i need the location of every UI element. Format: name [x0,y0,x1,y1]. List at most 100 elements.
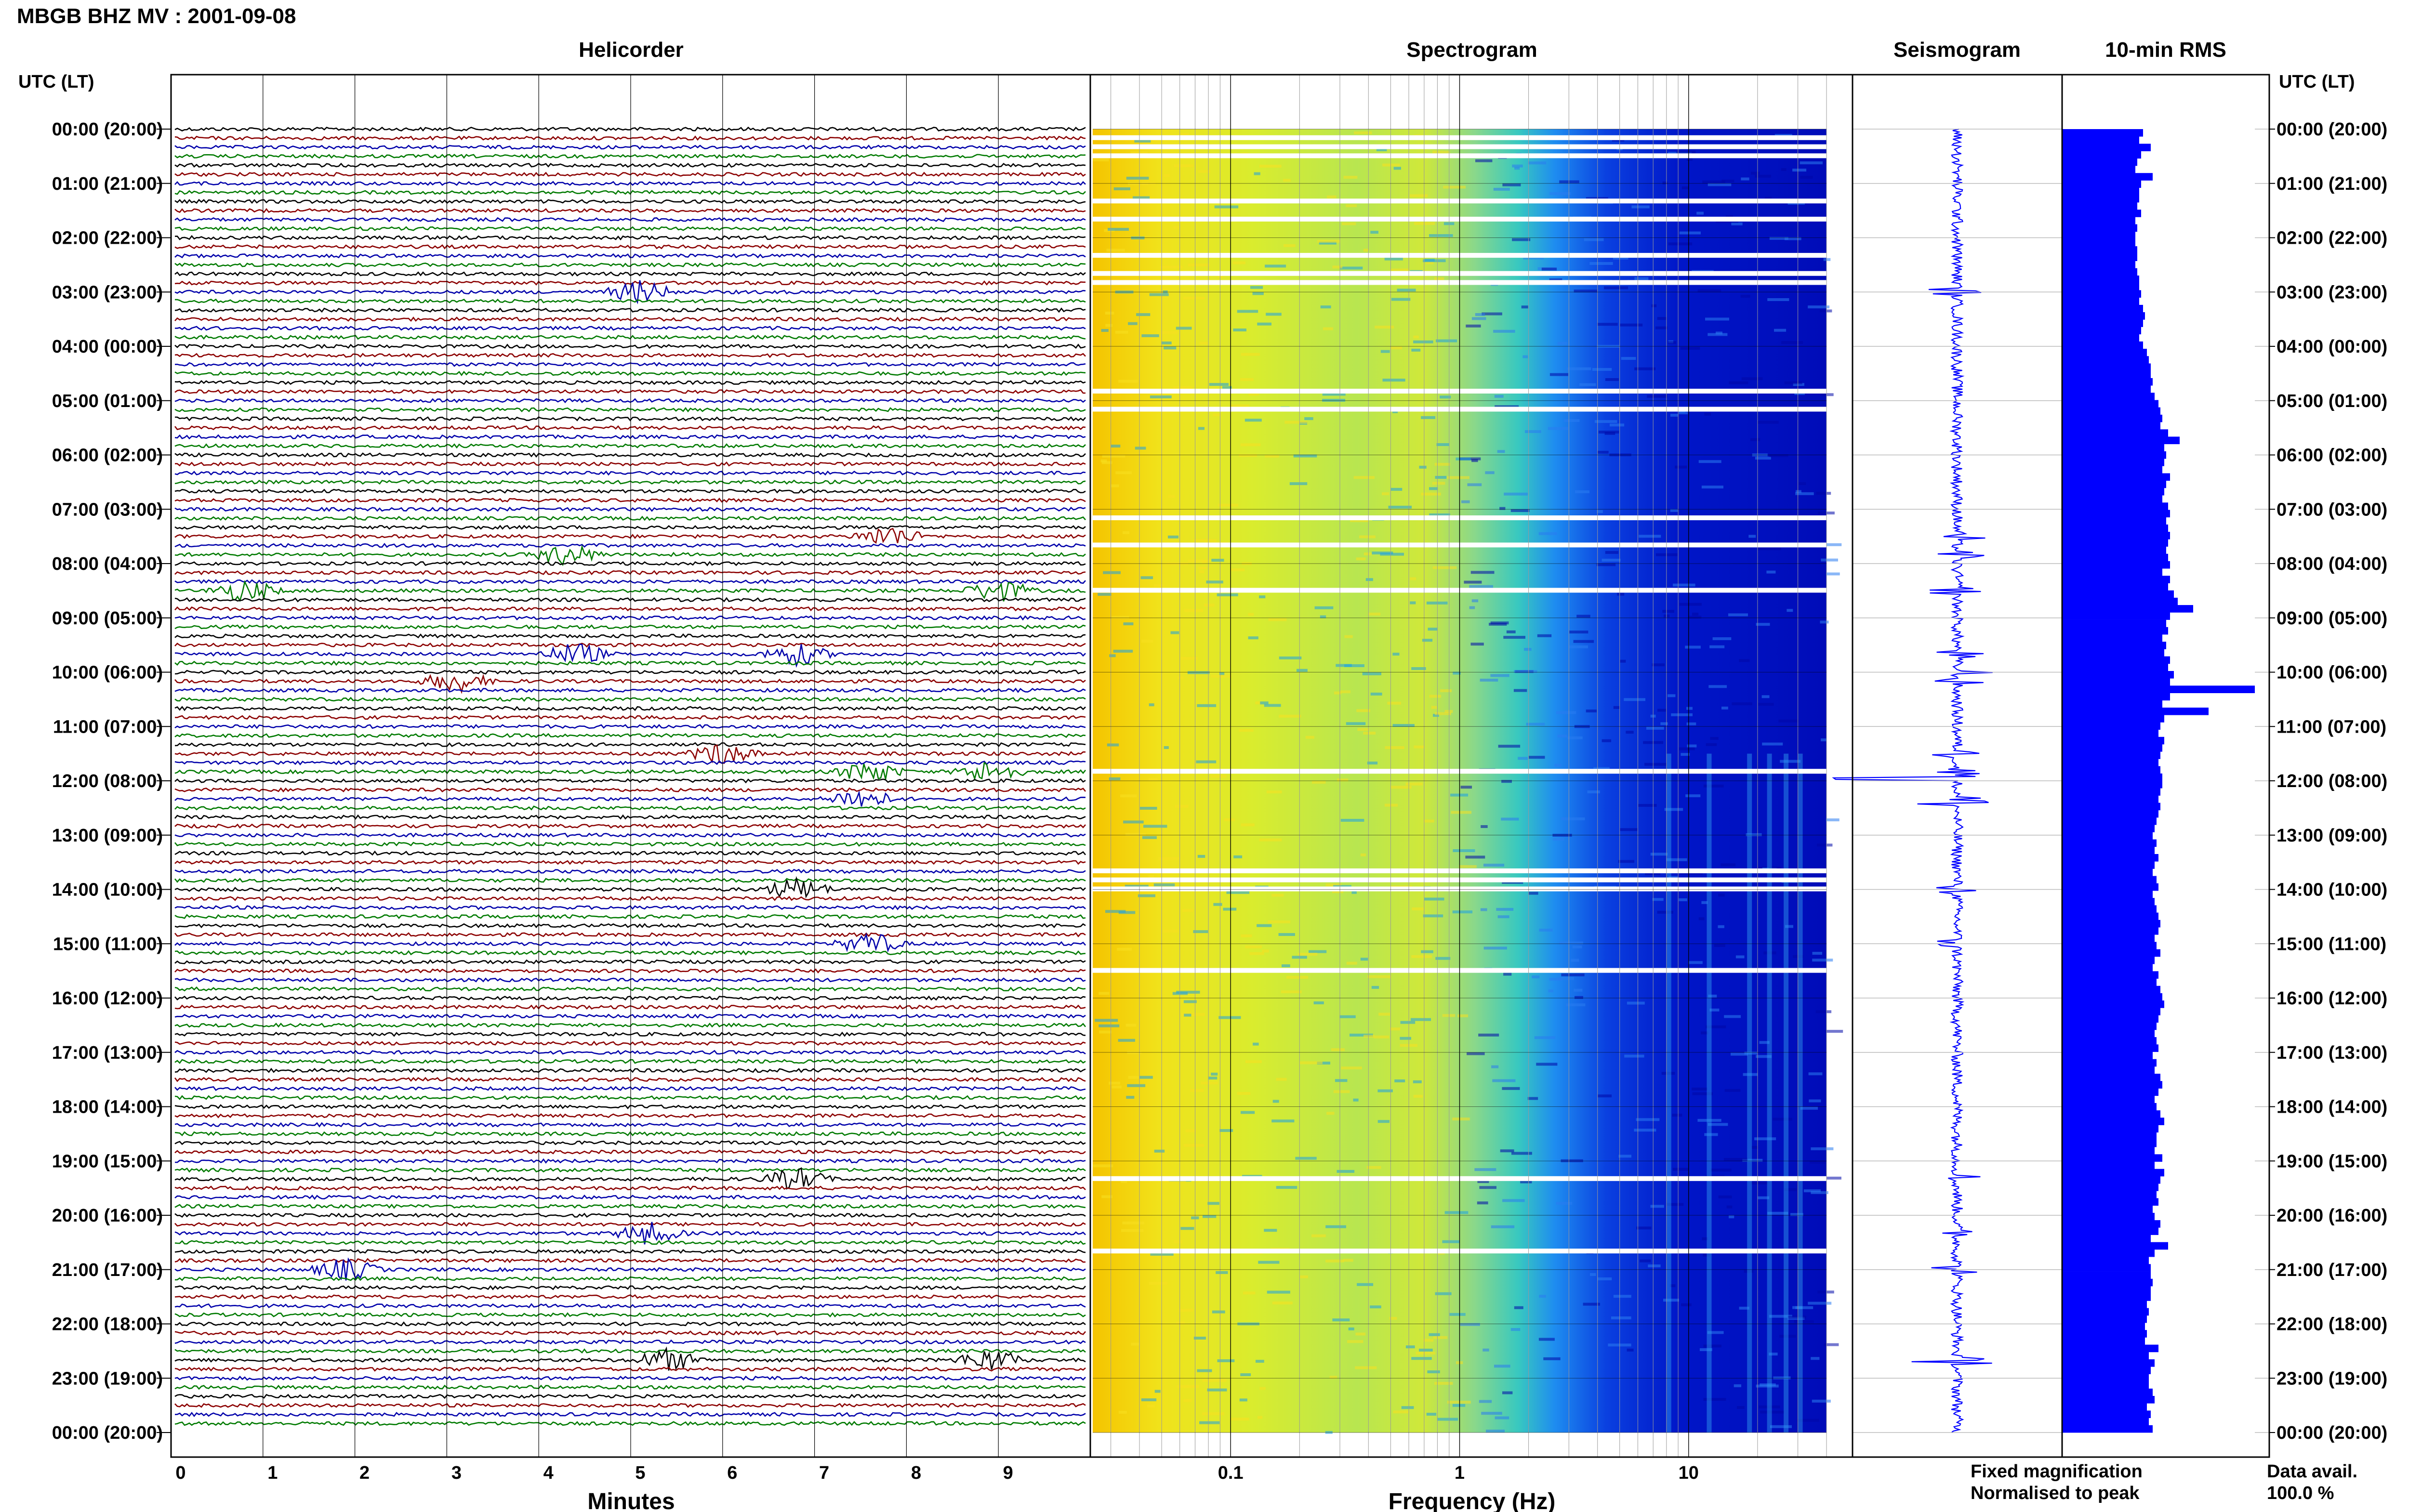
spectrogram-speckle [1538,1338,1555,1341]
spectrogram-speckle [1816,492,1831,495]
spectrogram-speckle [1118,380,1138,383]
rms-bar [2062,927,2158,935]
spectrogram-speckle [1259,1387,1266,1390]
rms-bar [2062,334,2139,342]
spectrogram-speckle [1198,427,1204,430]
spectrogram-speckle [1339,266,1363,270]
spectrogram-speckle [1450,793,1469,797]
spectrogram-speckle [1538,532,1557,535]
spectrogram-speckle [1549,373,1568,376]
helicorder-trace [174,633,1086,639]
spectrogram-speckle [1300,1275,1308,1278]
spectrogram-speckle [1671,713,1693,716]
spectrogram-speckle [1368,612,1381,616]
right-axis-label: UTC (LT) [2279,72,2355,92]
spectrogram-band [1767,753,1772,1433]
right-time-tick-label: 03:00 (23:00) [2277,282,2387,302]
spectrogram-speckle [1384,257,1403,261]
spectrogram-speckle [1434,1381,1453,1385]
spectrogram-speckle [1254,172,1260,175]
spectrogram-speckle [1602,739,1612,742]
rms-bar [2062,729,2158,737]
spectrogram-speckle [1596,563,1616,566]
minutes-tick-label: 8 [911,1463,921,1483]
spectrogram-speckle [1491,1225,1515,1228]
spectrogram-speckle [1574,289,1598,293]
spectrogram-speckle [1422,639,1433,642]
rms-bar [2062,297,2139,305]
spectrogram-speckle [1679,411,1688,415]
spectrogram-speckle [1259,595,1266,599]
spectrogram-speckle [1692,612,1699,616]
spectrogram-speckle [1392,410,1398,413]
spectrogram-speckle [1123,820,1144,824]
rms-bar [2062,1425,2153,1433]
spectrogram-speckle [1239,1398,1247,1402]
spectrogram-speckle [1467,1052,1485,1055]
helicorder-trace [174,1257,1086,1281]
spectrogram-speckle [1397,289,1416,292]
spectrogram-speckle [1123,622,1134,626]
spectrogram-speckle [1470,571,1495,574]
spectrogram-speckle [1436,339,1457,342]
spectrogram-speckle [1389,1317,1397,1320]
spectrogram-speckle [1105,910,1126,913]
rms-bar [2062,1418,2149,1426]
spectrogram-speckle [1401,1406,1414,1409]
spectrogram-speckle [1458,865,1477,868]
spectrogram-speckle [1559,941,1583,945]
rms-bar [2062,378,2153,386]
rms-bar [2062,861,2155,869]
spectrogram-speckle [1443,185,1466,189]
spectrogram-speckle [1687,744,1697,748]
rms-bar [2062,1301,2147,1308]
rms-bar [2062,846,2155,855]
spectrogram-speckle [1099,1030,1112,1034]
helicorder-trace [174,744,1085,764]
spectrogram-speckle [1605,378,1619,381]
spectrogram-speckle [1548,989,1554,993]
spectrogram-speckle [1206,580,1223,584]
spectrogram-speckle [1356,709,1370,712]
spectrogram-speckle [1494,1365,1510,1368]
rms-bar [2062,224,2137,232]
rms-bar [2062,422,2160,430]
helicorder-trace [174,1067,1086,1073]
spectrogram-speckle [1739,659,1750,662]
helicorder-trace [174,1050,1086,1055]
spectrogram-speckle [1213,903,1222,906]
spectrogram-speckle [1567,736,1583,739]
spectrogram-speckle [1355,1332,1366,1336]
rms-bar [2062,1081,2162,1089]
rms-bar [2062,1198,2158,1206]
spectrogram-speckle [1335,1079,1348,1082]
spectrogram-speckle [1725,215,1733,218]
rms-bar [2062,312,2145,320]
spectrogram-speckle [1647,394,1668,398]
spectrogram-speckle [1134,139,1151,143]
rms-bar [2062,898,2155,906]
rms-bar [2062,773,2162,781]
rms-bar [2062,1330,2147,1338]
spectrogram-speckle [1393,1410,1409,1414]
spectrogram-speckle [1196,760,1217,763]
spectrogram-speckle [1770,1425,1792,1428]
helicorder-trace [174,787,1086,793]
rms-bar [2062,920,2160,928]
rms-bar [2062,825,2155,832]
helicorder-trace [174,642,1086,648]
spectrogram-speckle [1477,1201,1488,1205]
spectrogram-speckle [1785,237,1801,240]
helicorder-title: Helicorder [579,38,684,62]
rms-bar [2062,868,2153,876]
spectrogram-speckle [1219,672,1225,675]
spectrogram-speckle [1426,261,1434,264]
spectrogram-speckle [1554,763,1562,767]
spectrogram-speckle [1333,1090,1350,1093]
spectrogram-speckle [1276,1186,1297,1189]
spectrogram-speckle [1742,1158,1763,1162]
spectrogram-speckle [1610,423,1625,427]
left-time-tick-label: 14:00 (10:00) [52,880,163,900]
spectrogram-speckle [1574,988,1583,992]
rms-bar [2062,517,2166,525]
